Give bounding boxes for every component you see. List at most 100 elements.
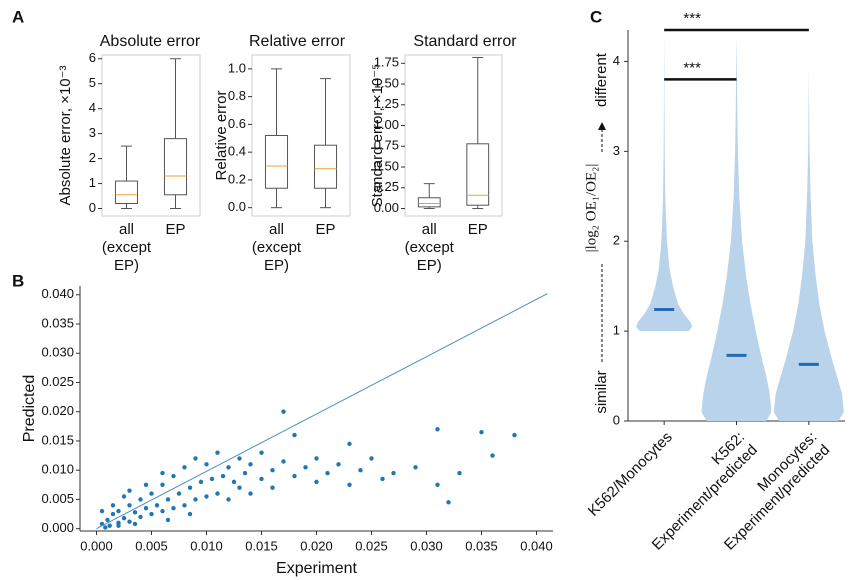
point — [143, 505, 149, 511]
point — [143, 482, 149, 488]
violin — [636, 34, 693, 332]
point — [237, 485, 242, 490]
point — [198, 479, 204, 485]
panel-label: B — [12, 271, 24, 290]
y-tick-label: 3 — [89, 125, 96, 140]
point — [116, 523, 121, 528]
x-tick-label: EP — [165, 221, 185, 238]
point — [380, 476, 385, 482]
y-tick-label: 4 — [613, 53, 620, 68]
y-axis-label: |log₂ OE₁/OE₂| — [583, 164, 599, 253]
point — [435, 482, 440, 488]
y-tick-label: 1.25 — [374, 96, 399, 111]
x-tick-label: EP — [315, 221, 335, 238]
y-tick-label: 1.0 — [228, 60, 246, 75]
point — [165, 517, 171, 523]
point — [149, 491, 154, 496]
x-tick-label: 0.020 — [300, 538, 333, 553]
point — [479, 429, 484, 435]
point — [237, 456, 242, 461]
y-tick-label: 2 — [613, 233, 620, 248]
plot-frame — [251, 54, 351, 217]
point — [171, 505, 176, 511]
reference-line — [96, 293, 548, 530]
point — [259, 476, 264, 482]
y-tick-label: 0 — [89, 200, 96, 215]
box — [417, 197, 441, 208]
point — [391, 470, 396, 476]
x-tick-label: 0.000 — [80, 538, 113, 553]
point — [99, 508, 105, 514]
y-tick-label: 0.040 — [41, 286, 74, 301]
point — [512, 432, 517, 438]
point — [457, 470, 462, 476]
point — [281, 459, 286, 464]
point — [347, 441, 352, 447]
chart-title: Relative error — [249, 33, 346, 50]
y-axis-label: Absolute error, ×10⁻³ — [57, 65, 74, 205]
point — [490, 453, 495, 458]
point — [138, 514, 143, 520]
point — [121, 494, 127, 499]
point — [110, 503, 116, 508]
point — [204, 462, 209, 467]
x-tick-label: 0.005 — [135, 538, 168, 553]
point — [314, 479, 319, 485]
plot-frame — [404, 54, 503, 217]
point — [336, 462, 341, 467]
arrow-head — [598, 122, 606, 130]
point — [116, 508, 121, 514]
y-tick-label: 0.005 — [41, 491, 74, 506]
point — [193, 497, 198, 502]
point — [446, 500, 451, 505]
y-axis-label: Relative error — [213, 90, 230, 180]
point — [132, 521, 138, 527]
y-axis-label: similar — [593, 370, 610, 413]
panel-label: A — [12, 7, 24, 26]
point — [132, 510, 138, 515]
box — [114, 180, 139, 205]
chart-title: Standard error — [413, 33, 517, 50]
point — [193, 456, 198, 461]
y-tick-label: 0.2 — [228, 171, 246, 186]
point — [138, 497, 143, 502]
y-tick-label: 1 — [613, 323, 620, 338]
x-axis-label: Experiment — [276, 560, 357, 577]
y-tick-label: 3 — [613, 143, 620, 158]
y-tick-label: 4 — [89, 100, 96, 115]
point — [127, 519, 132, 524]
point — [160, 508, 165, 514]
y-tick-label: 0.010 — [41, 462, 74, 477]
point — [231, 479, 237, 485]
point — [292, 432, 297, 438]
point — [215, 491, 220, 496]
violin — [773, 70, 844, 421]
point — [292, 473, 297, 479]
x-tick-label: 0.015 — [245, 538, 278, 553]
y-tick-label: 0.50 — [374, 158, 399, 173]
x-tick-label: all (except EP) — [252, 221, 302, 274]
y-tick-label: 0.015 — [41, 432, 74, 447]
box — [163, 138, 188, 196]
point — [127, 503, 132, 508]
y-tick-label: 0 — [613, 412, 620, 427]
y-tick-label: 0.0 — [228, 199, 246, 214]
point — [105, 517, 110, 523]
y-tick-label: 1.50 — [374, 75, 399, 90]
y-tick-label: 0.025 — [41, 374, 74, 389]
point — [209, 476, 215, 482]
y-tick-label: 1 — [89, 175, 96, 190]
x-tick-label: EP — [468, 221, 488, 238]
x-tick-label: 0.030 — [410, 538, 443, 553]
x-tick-label: K562/Monocytes — [585, 429, 676, 520]
point — [110, 511, 116, 517]
point — [127, 488, 132, 493]
point — [220, 473, 226, 479]
point — [347, 482, 352, 488]
point — [182, 503, 187, 508]
y-tick-label: 0.6 — [228, 116, 246, 131]
y-tick-label: 1.00 — [374, 117, 399, 132]
point — [171, 473, 176, 479]
y-axis-label: Standard error, ×10⁻⁵ — [369, 64, 386, 208]
panel-label: C — [590, 7, 602, 26]
